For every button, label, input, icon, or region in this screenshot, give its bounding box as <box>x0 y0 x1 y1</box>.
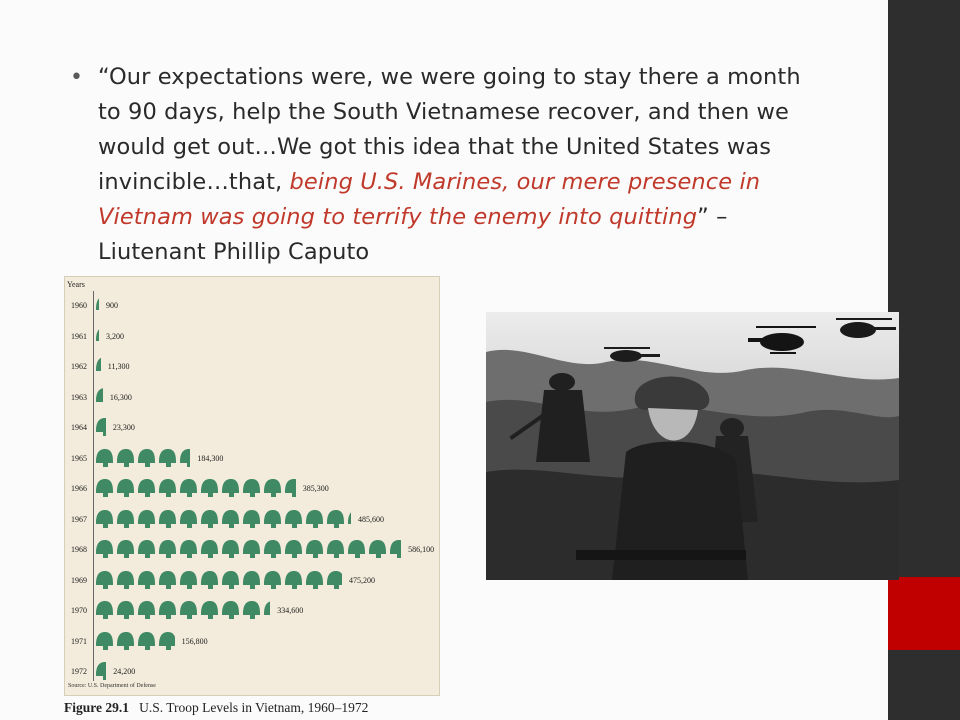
helmet-bar <box>96 478 302 498</box>
year-label: 1971 <box>71 636 87 646</box>
year-label: 1966 <box>71 484 87 493</box>
year-label: 1964 <box>71 423 87 432</box>
troop-levels-figure: Years 1960 900 1961 3,200 1962 11,300 1963 16,3… <box>64 276 440 696</box>
value-label: 23,300 <box>112 423 135 432</box>
helicopter-icon-3 <box>836 318 896 338</box>
value-label: 11,300 <box>107 362 130 371</box>
year-label: 1972 <box>71 667 87 676</box>
helmet-bar <box>96 509 365 529</box>
quote-highlight: being U.S. Marines, our mere presence in… <box>98 169 761 230</box>
helmet-bar <box>96 448 197 468</box>
helmet-bar <box>96 356 113 376</box>
sidebar-red-accent <box>888 577 960 650</box>
helmet-bar <box>96 295 113 315</box>
value-label: 3,200 <box>106 331 125 341</box>
value-label: 16,300 <box>109 392 132 402</box>
chart-row-1969: 1969 475,200 <box>65 566 435 596</box>
year-label: 1965 <box>71 453 87 463</box>
figure-caption-number: Figure 29.1 <box>64 700 129 715</box>
helmet-bar <box>96 417 113 437</box>
value-label: 24,200 <box>113 667 136 676</box>
figure-caption-title: U.S. Troop Levels in Vietnam, 1960–1972 <box>139 700 369 715</box>
chart-row-1964: 1964 23,300 <box>65 413 435 443</box>
year-label: 1968 <box>71 545 87 554</box>
value-label: 334,600 <box>277 606 304 615</box>
value-label: 385,300 <box>302 484 329 493</box>
vietnam-soldiers-photo <box>486 312 899 580</box>
chart-row-1972: 1972 24,200 <box>65 657 435 687</box>
soldier-icon-front <box>576 376 748 580</box>
helicopter-icon-2 <box>748 326 816 354</box>
year-label: 1967 <box>71 514 87 524</box>
quote-attribution: ” – Liutenant Phillip Caputo <box>98 204 728 265</box>
value-label: 900 <box>106 301 119 310</box>
years-axis-line <box>93 291 94 681</box>
value-label: 156,800 <box>181 636 208 646</box>
quote-block: • “Our expectations were, we were going … <box>70 60 818 270</box>
value-label: 485,600 <box>358 514 385 524</box>
chart-row-1966: 1966 385,300 <box>65 474 435 504</box>
quote-part-1: “Our expectations were, we were going to… <box>98 64 801 195</box>
year-label: 1969 <box>71 575 87 585</box>
chart-row-1967: 1967 485,600 <box>65 505 435 535</box>
helmet-bar <box>96 387 113 407</box>
value-label: 475,200 <box>348 575 375 585</box>
chart-row-1963: 1963 16,300 <box>65 383 435 413</box>
figure-caption: Figure 29.1 U.S. Troop Levels in Vietnam… <box>64 700 368 716</box>
helmet-bar <box>96 600 281 620</box>
year-label: 1961 <box>71 331 87 341</box>
helmet-bar <box>96 539 407 559</box>
chart-row-1960: 1960 900 <box>65 291 435 321</box>
helmet-bar <box>96 570 346 590</box>
value-label: 184,300 <box>197 453 224 463</box>
chart-row-1965: 1965 184,300 <box>65 444 435 474</box>
helmet-bar <box>96 631 179 651</box>
chart-row-1971: 1971 156,800 <box>65 627 435 657</box>
bullet-icon: • <box>70 65 83 90</box>
helicopter-icon-1 <box>604 347 660 362</box>
chart-row-1968: 1968 586,100 <box>65 535 435 565</box>
year-label: 1970 <box>71 606 87 615</box>
chart-row-1961: 1961 3,200 <box>65 322 435 352</box>
helmet-bar <box>96 661 113 681</box>
years-axis-label: Years <box>67 280 85 289</box>
quote-text: “Our expectations were, we were going to… <box>98 60 818 270</box>
chart-row-1970: 1970 334,600 <box>65 596 435 626</box>
value-label: 586,100 <box>408 545 435 554</box>
chart-row-1962: 1962 11,300 <box>65 352 435 382</box>
helmet-bar <box>96 326 113 346</box>
year-label: 1962 <box>71 362 87 371</box>
soldier-icon-left <box>509 373 590 462</box>
year-label: 1960 <box>71 301 87 310</box>
figure-source: Source: U.S. Department of Defense <box>68 683 156 689</box>
year-label: 1963 <box>71 392 87 402</box>
